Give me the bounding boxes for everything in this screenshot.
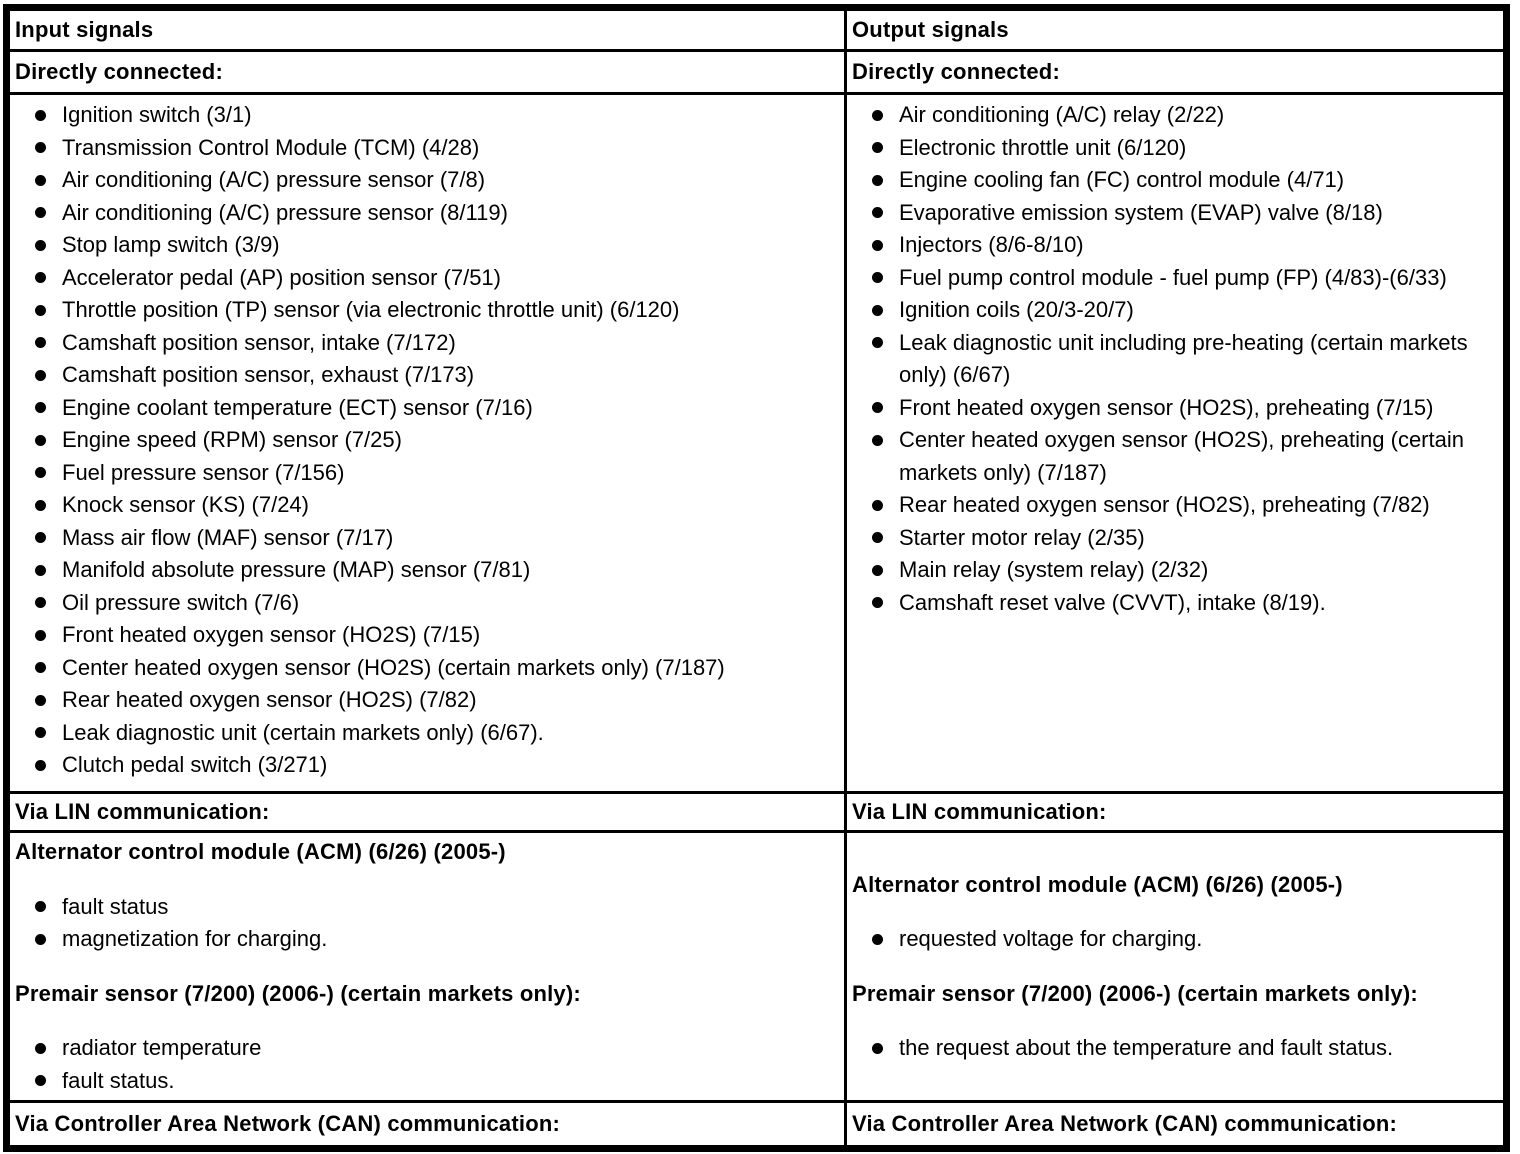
output-signals-header-label: Output signals: [852, 17, 1009, 42]
input-signal-item: Transmission Control Module (TCM) (4/28): [10, 132, 836, 165]
output-signal-item: Starter motor relay (2/35): [847, 522, 1495, 555]
output-lin-group-list: the request about the temperature and fa…: [847, 1032, 1495, 1065]
input-signals-header: Input signals: [10, 11, 847, 52]
input-signal-item: Oil pressure switch (7/6): [10, 587, 836, 620]
input-signal-item: Front heated oxygen sensor (HO2S) (7/15): [10, 619, 836, 652]
input-signal-item: Accelerator pedal (AP) position sensor (…: [10, 262, 836, 295]
input-signal-item: Manifold absolute pressure (MAP) sensor …: [10, 554, 836, 587]
input-can-label: Via Controller Area Network (CAN) commun…: [15, 1111, 561, 1136]
output-lin-item: the request about the temperature and fa…: [847, 1032, 1495, 1065]
output-lin-label: Via LIN communication:: [852, 799, 1107, 824]
output-lin-content-cell: Alternator control module (ACM) (6/26) (…: [847, 833, 1503, 1103]
input-signal-item: Ignition switch (3/1): [10, 99, 836, 132]
input-lin-label-row: Via LIN communication:: [10, 794, 847, 833]
input-directly-connected-list: Ignition switch (3/1) Transmission Contr…: [10, 99, 836, 782]
input-lin-item: magnetization for charging.: [10, 923, 836, 956]
output-lin-group-heading: Alternator control module (ACM) (6/26) (…: [852, 871, 1343, 897]
output-can-label-row: Via Controller Area Network (CAN) commun…: [847, 1103, 1503, 1145]
output-signals-header: Output signals: [847, 11, 1503, 52]
input-directly-connected-label: Directly connected:: [15, 59, 223, 84]
output-directly-connected-label: Directly connected:: [852, 59, 1060, 84]
input-lin-label: Via LIN communication:: [15, 799, 270, 824]
input-signal-item: Fuel pressure sensor (7/156): [10, 457, 836, 490]
input-signal-item: Center heated oxygen sensor (HO2S) (cert…: [10, 652, 836, 685]
input-lin-item: fault status: [10, 891, 836, 924]
output-lin-label-row: Via LIN communication:: [847, 794, 1503, 833]
input-signal-item: Throttle position (TP) sensor (via elect…: [10, 294, 836, 327]
input-signal-item: Engine coolant temperature (ECT) sensor …: [10, 392, 836, 425]
output-signal-item: Main relay (system relay) (2/32): [847, 554, 1495, 587]
output-signal-item: Leak diagnostic unit including pre-heati…: [847, 327, 1495, 392]
input-lin-item: fault status.: [10, 1065, 836, 1098]
input-lin-content-cell: Alternator control module (ACM) (6/26) (…: [10, 833, 847, 1103]
input-lin-group-list: radiator temperature fault status.: [10, 1032, 836, 1097]
output-signal-item: Rear heated oxygen sensor (HO2S), prehea…: [847, 489, 1495, 522]
output-signal-item: Fuel pump control module - fuel pump (FP…: [847, 262, 1495, 295]
input-signal-item: Knock sensor (KS) (7/24): [10, 489, 836, 522]
input-signal-item: Camshaft position sensor, intake (7/172): [10, 327, 836, 360]
output-signal-item: Center heated oxygen sensor (HO2S), preh…: [847, 424, 1495, 489]
output-directly-connected-cell: Air conditioning (A/C) relay (2/22) Elec…: [847, 95, 1503, 794]
input-signal-item: Air conditioning (A/C) pressure sensor (…: [10, 164, 836, 197]
output-lin-group-list: requested voltage for charging.: [847, 923, 1495, 956]
input-lin-item: radiator temperature: [10, 1032, 836, 1065]
output-signal-item: Ignition coils (20/3-20/7): [847, 294, 1495, 327]
input-signal-item: Leak diagnostic unit (certain markets on…: [10, 717, 836, 750]
input-signal-item: Air conditioning (A/C) pressure sensor (…: [10, 197, 836, 230]
input-lin-group-heading: Premair sensor (7/200) (2006-) (certain …: [15, 980, 581, 1006]
input-lin-group-heading: Alternator control module (ACM) (6/26) (…: [15, 839, 506, 864]
output-signal-item: Injectors (8/6-8/10): [847, 229, 1495, 262]
input-lin-group-list: fault status magnetization for charging.: [10, 891, 836, 956]
output-signal-item: Evaporative emission system (EVAP) valve…: [847, 197, 1495, 230]
output-lin-group-heading: Premair sensor (7/200) (2006-) (certain …: [852, 980, 1418, 1006]
output-signal-item: Camshaft reset valve (CVVT), intake (8/1…: [847, 587, 1495, 620]
output-signal-item: Air conditioning (A/C) relay (2/22): [847, 99, 1495, 132]
input-signal-item: Stop lamp switch (3/9): [10, 229, 836, 262]
output-signal-item: Electronic throttle unit (6/120): [847, 132, 1495, 165]
input-directly-connected-label-row: Directly connected:: [10, 52, 847, 95]
output-signal-item: Engine cooling fan (FC) control module (…: [847, 164, 1495, 197]
input-signal-item: Camshaft position sensor, exhaust (7/173…: [10, 359, 836, 392]
input-signal-item: Mass air flow (MAF) sensor (7/17): [10, 522, 836, 555]
input-signals-header-label: Input signals: [15, 17, 154, 42]
output-signal-item: Front heated oxygen sensor (HO2S), prehe…: [847, 392, 1495, 425]
input-signal-item: Clutch pedal switch (3/271): [10, 749, 836, 782]
input-directly-connected-cell: Ignition switch (3/1) Transmission Contr…: [10, 95, 847, 794]
output-lin-item: requested voltage for charging.: [847, 923, 1495, 956]
signals-table: Input signals Output signals Directly co…: [3, 4, 1510, 1152]
output-directly-connected-list: Air conditioning (A/C) relay (2/22) Elec…: [847, 99, 1495, 619]
output-can-label: Via Controller Area Network (CAN) commun…: [852, 1111, 1398, 1136]
input-signal-item: Rear heated oxygen sensor (HO2S) (7/82): [10, 684, 836, 717]
input-can-label-row: Via Controller Area Network (CAN) commun…: [10, 1103, 847, 1145]
input-signal-item: Engine speed (RPM) sensor (7/25): [10, 424, 836, 457]
output-directly-connected-label-row: Directly connected:: [847, 52, 1503, 95]
